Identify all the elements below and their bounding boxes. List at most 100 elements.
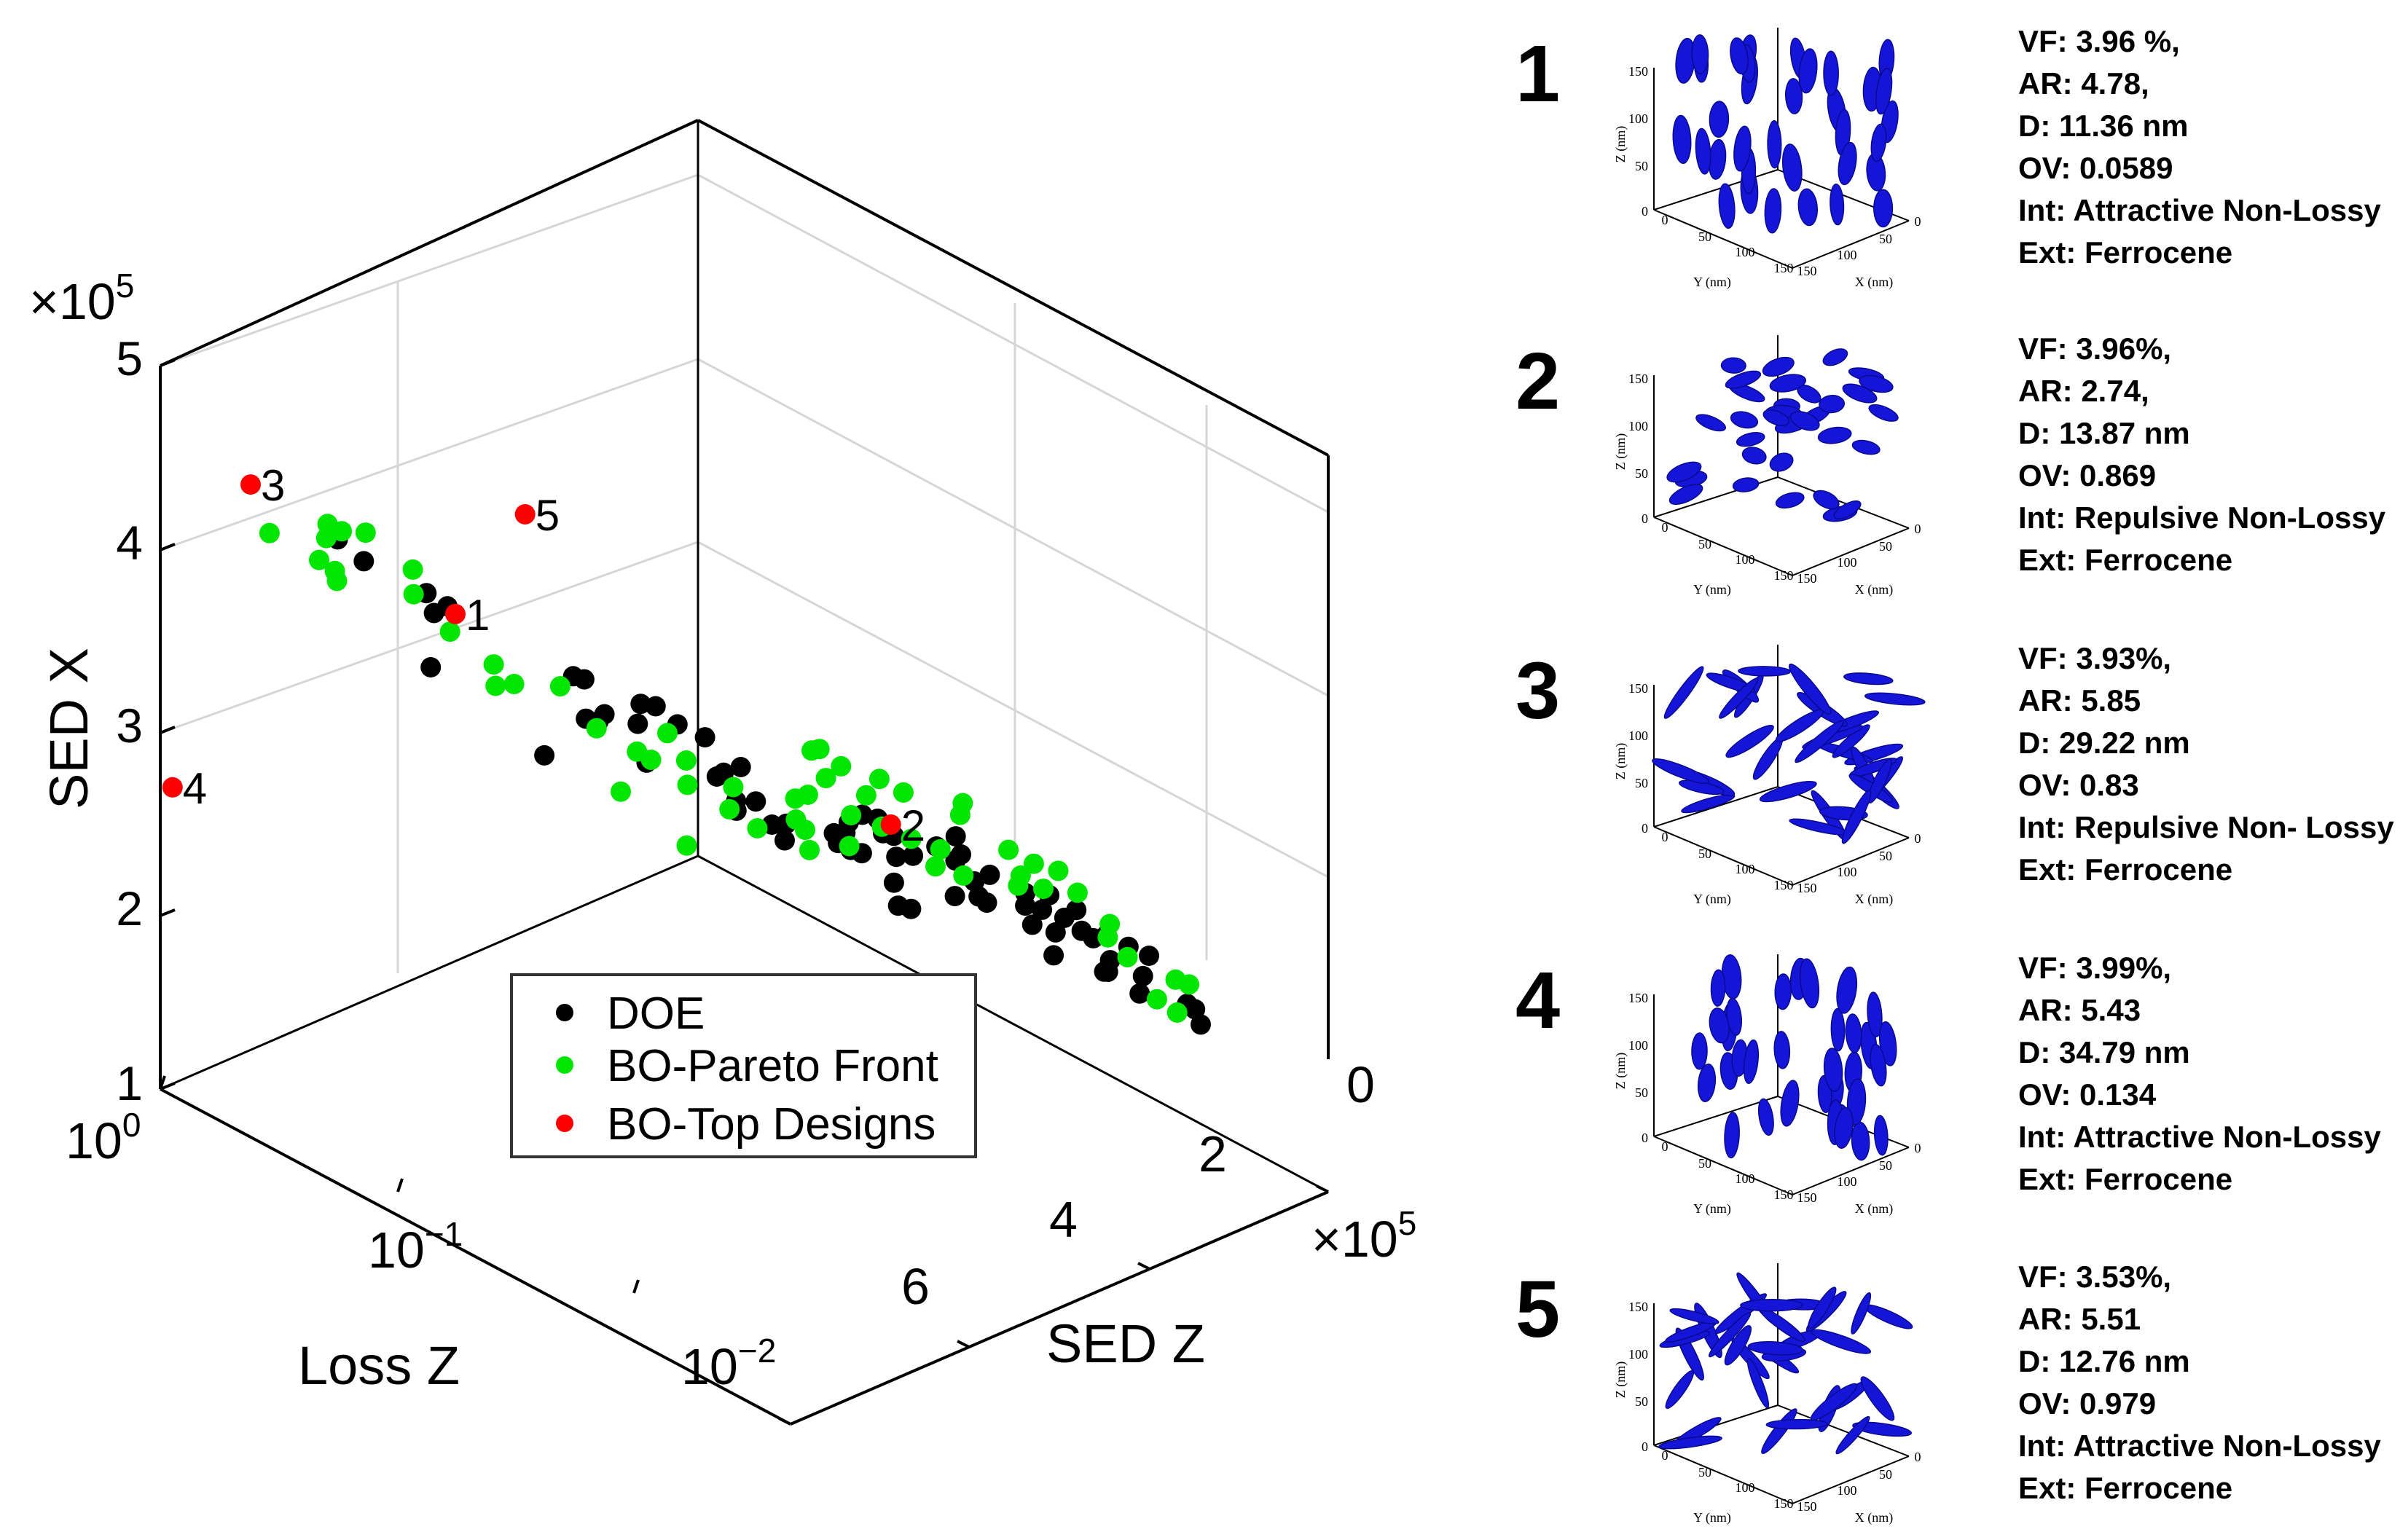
z-tick-label-2: 2 bbox=[116, 881, 143, 935]
doe-point bbox=[630, 694, 651, 715]
micro-z-tick: 0 bbox=[1642, 511, 1648, 526]
inclusion-shape bbox=[1846, 1078, 1867, 1125]
micro-z-label: Z (nm) bbox=[1613, 126, 1628, 162]
micro-x-label: X (nm) bbox=[1855, 1510, 1894, 1525]
micro-z-tick: 0 bbox=[1642, 1131, 1648, 1145]
design-panel-5: 5 150 100 50 0 Z (nm) 0 50 100 150 Y (nm) 150 100 50 0… bbox=[1494, 1249, 2397, 1540]
micro-y-tick: 0 bbox=[1662, 1139, 1668, 1154]
doe-point bbox=[627, 713, 648, 734]
z-tick-mark bbox=[160, 908, 176, 917]
doe-point bbox=[823, 822, 844, 844]
pareto-point bbox=[785, 788, 806, 809]
inclusion-shape bbox=[1798, 48, 1818, 94]
inclusion-shape bbox=[1764, 188, 1782, 234]
legend-marker-pareto bbox=[556, 1056, 573, 1074]
micro-x-tick: 0 bbox=[1915, 1141, 1921, 1155]
pareto-point bbox=[799, 839, 820, 860]
micro-x-label: X (nm) bbox=[1855, 582, 1894, 597]
micro-z-tick: 100 bbox=[1628, 111, 1648, 126]
micro-y-label: Y (nm) bbox=[1693, 582, 1731, 597]
micro-z-tick: 100 bbox=[1628, 1038, 1648, 1053]
micro-z-tick: 150 bbox=[1628, 372, 1648, 386]
top-design-label: 5 bbox=[536, 491, 560, 540]
inclusion-shape bbox=[1851, 1292, 1872, 1335]
inclusion-shape bbox=[1823, 1048, 1843, 1092]
x-axis-label: Loss Z bbox=[298, 1335, 460, 1396]
pareto-point bbox=[326, 570, 348, 592]
micro-z-tick: 50 bbox=[1635, 1085, 1648, 1100]
inclusion-shape bbox=[1725, 370, 1762, 389]
volume-fraction: VF: 3.93%, bbox=[2018, 641, 2172, 675]
z-tick-mark bbox=[160, 543, 176, 551]
inclusion-shape bbox=[1663, 666, 1704, 719]
inclusion-shape bbox=[1781, 144, 1803, 192]
inclusion-shape bbox=[1708, 1311, 1752, 1358]
y-tick-mark bbox=[957, 1340, 970, 1348]
pareto-point bbox=[485, 675, 506, 696]
micro-axis-line bbox=[1792, 527, 1910, 576]
pareto-point bbox=[1033, 879, 1054, 900]
pareto-point bbox=[855, 785, 877, 806]
doe-point bbox=[1071, 920, 1092, 941]
aspect-ratio: AR: 5.43 bbox=[2018, 993, 2141, 1027]
inclusion-shape bbox=[1709, 101, 1730, 138]
y-tick-label-6: 6 bbox=[901, 1258, 930, 1315]
microstructure-render: 150 100 50 0 Z (nm) 0 50 100 150 Y (nm) 150 100 50 0 X… bbox=[1613, 1263, 1921, 1525]
inclusion-shape bbox=[1830, 1007, 1846, 1052]
inclusion-shape bbox=[1795, 720, 1844, 763]
orientation-value: OV: 0.83 bbox=[2018, 768, 2139, 802]
design-properties: VF: 3.99%, AR: 5.43 D: 34.79 nm OV: 0.134 In… bbox=[2018, 947, 2381, 1201]
inclusion-shape bbox=[1851, 1121, 1870, 1161]
inclusion-shape bbox=[1747, 1341, 1804, 1356]
micro-z-tick: 50 bbox=[1635, 466, 1648, 481]
inclusion-shape bbox=[1873, 189, 1894, 228]
doe-point bbox=[1043, 945, 1064, 966]
microstructure-render: 150 100 50 0 Z (nm) 0 50 100 150 Y (nm) 150 100 50 0 X… bbox=[1613, 954, 1921, 1217]
inclusion-shape bbox=[1811, 1329, 1872, 1354]
y-tick-label-2: 2 bbox=[1199, 1125, 1227, 1182]
micro-y-tick: 50 bbox=[1698, 229, 1711, 244]
inclusion-shape bbox=[1733, 125, 1752, 172]
pareto-point bbox=[483, 654, 504, 675]
micro-x-tick: 50 bbox=[1879, 1158, 1892, 1173]
external-type: Ext: Ferrocene bbox=[2018, 235, 2233, 270]
doe-point bbox=[1045, 922, 1066, 943]
pareto-point bbox=[1146, 989, 1167, 1010]
micro-x-tick: 0 bbox=[1915, 522, 1921, 536]
micro-x-tick: 100 bbox=[1838, 1174, 1857, 1189]
inclusion-shape bbox=[1799, 958, 1820, 1009]
design-properties: VF: 3.53%, AR: 5.51 D: 12.76 nm OV: 0.979 In… bbox=[2018, 1256, 2381, 1509]
doe-point bbox=[887, 895, 909, 916]
inclusion-shape bbox=[1759, 780, 1817, 803]
pareto-point bbox=[719, 798, 740, 820]
design-properties: VF: 3.96%, AR: 2.74, D: 13.87 nm OV: 0.869 I… bbox=[2018, 328, 2385, 581]
y-tick-mark bbox=[778, 1417, 791, 1426]
pareto-point bbox=[747, 818, 768, 838]
top-design-label: 2 bbox=[901, 801, 925, 850]
micro-y-tick: 0 bbox=[1662, 830, 1668, 844]
micro-axis-line bbox=[1653, 1136, 1793, 1195]
diameter: D: 12.76 nm bbox=[2018, 1344, 2190, 1378]
diameter: D: 11.36 nm bbox=[2018, 109, 2189, 143]
inclusion-shape bbox=[1669, 1308, 1719, 1324]
orientation-value: OV: 0.0589 bbox=[2018, 151, 2173, 185]
pareto-point bbox=[611, 781, 631, 802]
micro-axis-line bbox=[1777, 476, 1910, 529]
micro-y-tick: 150 bbox=[1774, 1187, 1794, 1202]
micro-z-tick: 150 bbox=[1628, 681, 1648, 696]
z-tick-label-5: 5 bbox=[116, 331, 143, 385]
doe-point bbox=[774, 830, 795, 851]
doe-point bbox=[944, 886, 965, 907]
y-tick-mark bbox=[1137, 1262, 1150, 1270]
inclusion-shape bbox=[1668, 484, 1703, 506]
micro-y-tick: 0 bbox=[1662, 213, 1668, 227]
micro-y-label: Y (nm) bbox=[1693, 1510, 1731, 1525]
x-tick-mark bbox=[632, 1279, 640, 1294]
inclusion-shape bbox=[1832, 724, 1870, 758]
inclusion-shape bbox=[1765, 1418, 1828, 1430]
inclusion-shape bbox=[1736, 432, 1765, 447]
x-tick-mark bbox=[159, 1075, 166, 1090]
inclusion-shape bbox=[1769, 452, 1794, 472]
micro-y-label: Y (nm) bbox=[1693, 275, 1731, 290]
micro-y-tick: 100 bbox=[1736, 552, 1755, 567]
